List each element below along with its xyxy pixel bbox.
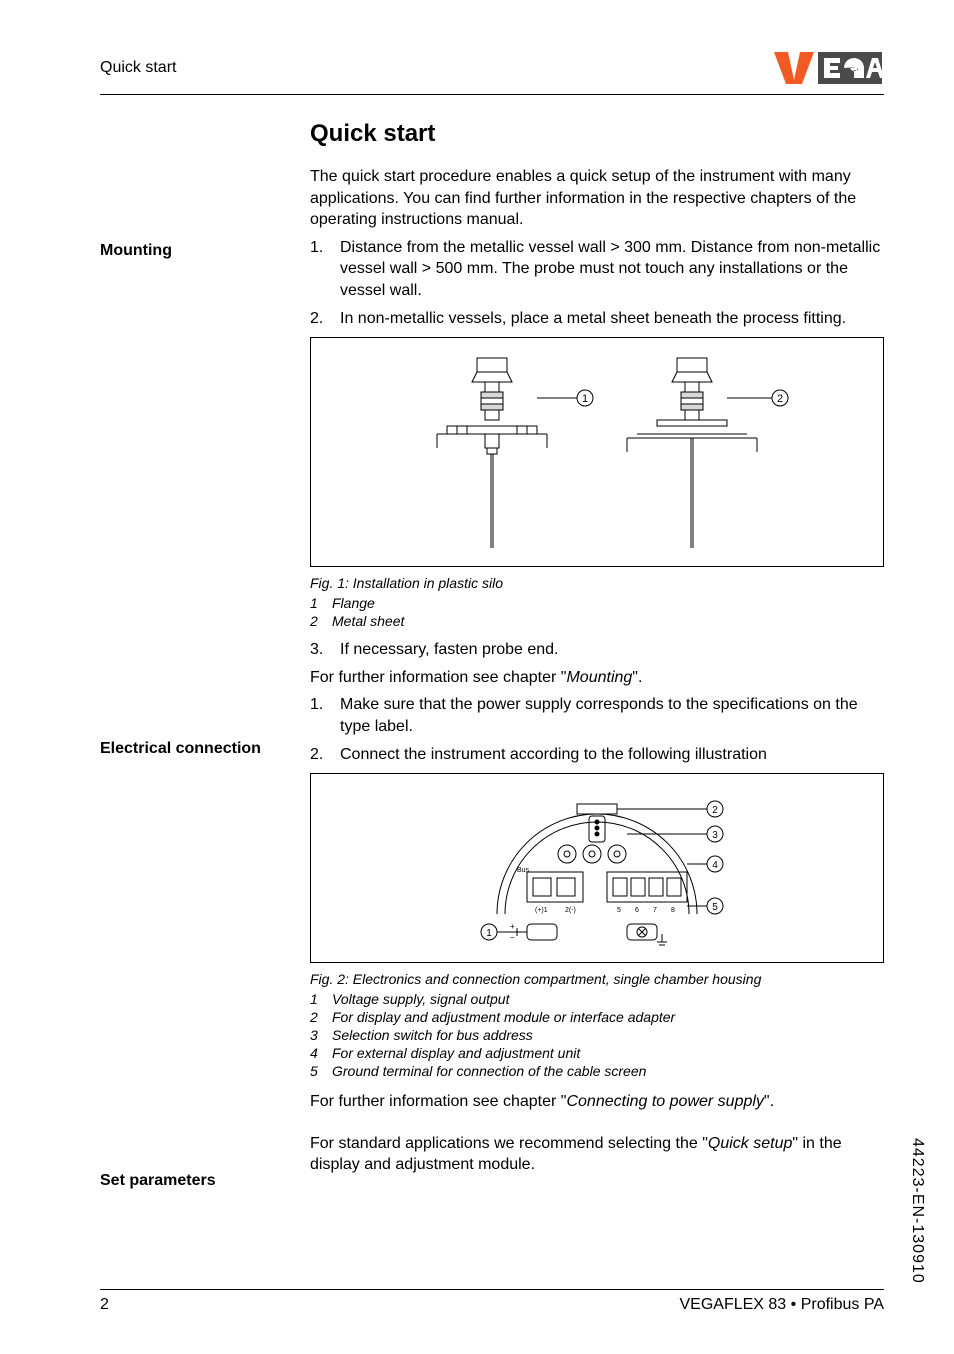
fig2-term-label: (+)1 [535, 907, 548, 914]
fig1-callout-1: 1 [582, 393, 588, 405]
mounting-list-cont: 3.If necessary, fasten probe end. [310, 639, 884, 661]
page-number: 2 [100, 1296, 109, 1314]
mounting-list: 1.Distance from the metallic vessel wall… [310, 237, 884, 329]
electrical-footnote: For further information see chapter "Con… [310, 1091, 884, 1113]
list-item: 1.Make sure that the power supply corres… [310, 694, 884, 737]
list-item-text: If necessary, fasten probe end. [340, 639, 559, 661]
fig1-legend-item: 1Flange [310, 595, 884, 611]
list-item-text: Make sure that the power supply correspo… [340, 694, 884, 737]
page-title: Quick start [310, 120, 884, 148]
side-label-electrical: Electrical connection [100, 740, 300, 758]
fig2-callout-4: 4 [712, 860, 718, 871]
fig2-caption: Fig. 2: Electronics and connection compa… [310, 971, 884, 987]
list-item: 3.If necessary, fasten probe end. [310, 639, 884, 661]
list-item: 2.In non-metallic vessels, place a metal… [310, 308, 884, 330]
list-item-text: Distance from the metallic vessel wall >… [340, 237, 884, 302]
figure-1: 1 2 [310, 337, 884, 567]
svg-text:+: + [510, 922, 515, 931]
fig2-term-label: 8 [671, 907, 675, 914]
fig2-bus-label: Bus [517, 867, 530, 874]
fig1-caption: Fig. 1: Installation in plastic silo [310, 575, 884, 591]
fig2-callout-2: 2 [712, 805, 718, 816]
fig2-term-label: 5 [617, 907, 621, 914]
fig2-term-label: 7 [653, 907, 657, 914]
fig2-legend-item: 1Voltage supply, signal output [310, 991, 884, 1007]
figure-2: Bus (+)1 2(-) 5 6 7 8 1 2 3 4 5 + − [310, 773, 884, 963]
fig2-term-label: 6 [635, 907, 639, 914]
fig2-callout-1: 1 [486, 928, 492, 939]
intro-paragraph: The quick start procedure enables a quic… [310, 166, 884, 231]
svg-text:−: − [510, 933, 515, 942]
mounting-footnote: For further information see chapter "Mou… [310, 667, 884, 689]
list-item: 2.Connect the instrument according to th… [310, 744, 884, 766]
setparams-text: For standard applications we recommend s… [310, 1133, 884, 1176]
list-item: 1.Distance from the metallic vessel wall… [310, 237, 884, 302]
product-name: VEGAFLEX 83 • Profibus PA [679, 1296, 884, 1314]
fig2-term-label: 2(-) [565, 907, 576, 914]
page-footer: 2 VEGAFLEX 83 • Profibus PA [100, 1289, 884, 1314]
fig2-legend-item: 4For external display and adjustment uni… [310, 1045, 884, 1061]
electrical-list: 1.Make sure that the power supply corres… [310, 694, 884, 765]
fig2-callout-3: 3 [712, 830, 718, 841]
page-header: Quick start [100, 50, 884, 95]
header-section: Quick start [100, 59, 176, 77]
fig1-callout-2: 2 [777, 393, 783, 405]
fig2-callout-5: 5 [712, 902, 718, 913]
fig2-legend-item: 5Ground terminal for connection of the c… [310, 1063, 884, 1079]
side-label-mounting: Mounting [100, 242, 300, 260]
list-item-text: In non-metallic vessels, place a metal s… [340, 308, 846, 330]
fig1-legend-item: 2Metal sheet [310, 613, 884, 629]
vega-logo [774, 50, 884, 86]
side-label-setparams: Set parameters [100, 1172, 300, 1190]
fig2-legend-item: 3Selection switch for bus address [310, 1027, 884, 1043]
document-number: 44223-EN-130910 [908, 1138, 926, 1284]
fig2-legend-item: 2For display and adjustment module or in… [310, 1009, 884, 1025]
list-item-text: Connect the instrument according to the … [340, 744, 767, 766]
